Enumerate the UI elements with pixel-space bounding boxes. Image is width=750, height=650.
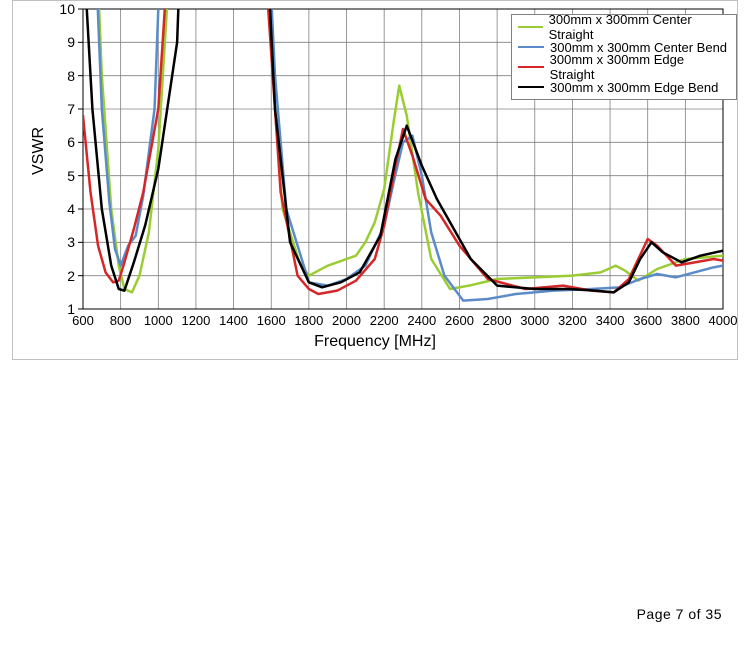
legend-swatch xyxy=(518,26,543,29)
y-tick-label: 8 xyxy=(0,68,75,84)
x-tick-label: 3800 xyxy=(671,313,700,328)
x-tick-label: 1200 xyxy=(181,313,210,328)
x-tick-label: 1000 xyxy=(144,313,173,328)
x-tick-label: 4000 xyxy=(709,313,738,328)
legend-item: 300mm x 300mm Center Straight xyxy=(518,17,730,37)
chart-frame: 300mm x 300mm Center Straight 300mm x 30… xyxy=(12,0,738,360)
legend-swatch xyxy=(518,46,544,49)
page-number: Page 7 of 35 xyxy=(637,606,722,622)
x-tick-label: 3200 xyxy=(558,313,587,328)
y-tick-label: 9 xyxy=(0,34,75,50)
x-tick-label: 2800 xyxy=(483,313,512,328)
legend-item: 300mm x 300mm Edge Bend xyxy=(518,77,730,97)
x-tick-label: 2000 xyxy=(332,313,361,328)
x-tick-label: 3400 xyxy=(596,313,625,328)
x-tick-label: 1800 xyxy=(294,313,323,328)
y-tick-label: 6 xyxy=(0,134,75,150)
x-tick-label: 1400 xyxy=(219,313,248,328)
x-tick-label: 800 xyxy=(110,313,132,328)
x-tick-label: 3600 xyxy=(633,313,662,328)
legend-label: 300mm x 300mm Edge Bend xyxy=(550,80,718,95)
x-tick-label: 600 xyxy=(72,313,94,328)
legend-item: 300mm x 300mm Edge Straight xyxy=(518,57,730,77)
legend-label: 300mm x 300mm Center Straight xyxy=(549,12,730,42)
x-tick-label: 3000 xyxy=(520,313,549,328)
y-tick-label: 3 xyxy=(0,234,75,250)
y-tick-label: 10 xyxy=(0,1,75,17)
x-tick-label: 2600 xyxy=(445,313,474,328)
x-tick-label: 2200 xyxy=(370,313,399,328)
y-tick-label: 4 xyxy=(0,201,75,217)
x-tick-label: 2400 xyxy=(407,313,436,328)
y-tick-label: 2 xyxy=(0,268,75,284)
legend: 300mm x 300mm Center Straight 300mm x 30… xyxy=(511,14,737,100)
legend-swatch xyxy=(518,66,544,69)
x-tick-label: 1600 xyxy=(257,313,286,328)
legend-swatch xyxy=(518,86,544,89)
y-tick-label: 7 xyxy=(0,101,75,117)
y-tick-label: 5 xyxy=(0,168,75,184)
legend-label: 300mm x 300mm Edge Straight xyxy=(550,52,730,82)
x-axis-title: Frequency [MHz] xyxy=(13,333,737,351)
y-tick-label: 1 xyxy=(0,301,75,317)
